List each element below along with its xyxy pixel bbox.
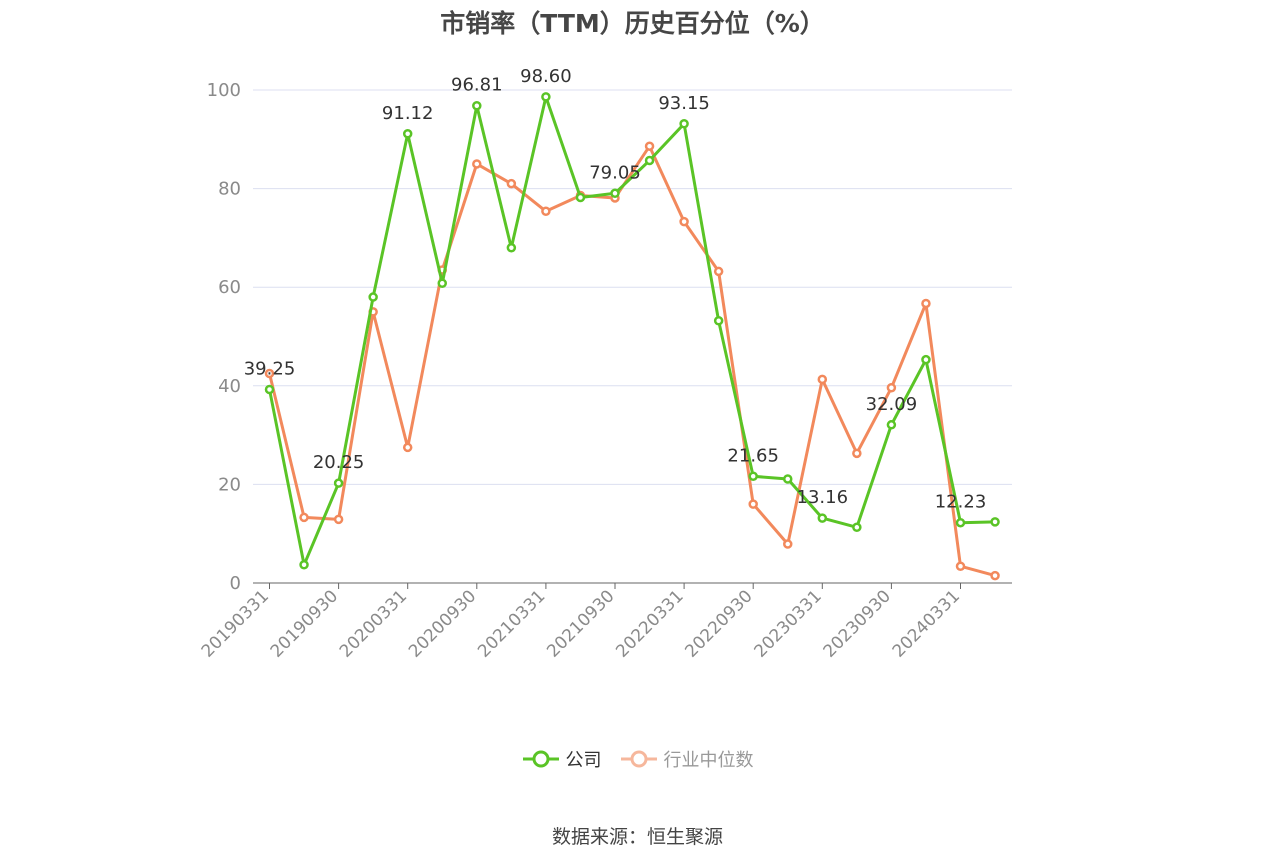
data-label-20190331: 39.25 <box>244 358 296 379</box>
data-label-20240331: 12.23 <box>935 492 987 513</box>
y-tick-label-40: 40 <box>218 376 241 397</box>
x-tick-label-20200331: 20200331 <box>336 586 411 661</box>
point-company-20221231 <box>783 474 793 484</box>
point-industry-20230930 <box>886 383 897 393</box>
x-tick-label-20220930: 20220930 <box>681 586 756 661</box>
point-industry-20200930 <box>472 159 482 169</box>
point-industry-20190331 <box>264 368 275 379</box>
legend-company-marker <box>522 750 559 768</box>
legend-industry-marker <box>620 750 657 768</box>
point-industry-20220630 <box>713 266 724 277</box>
data-label-20210331: 98.60 <box>520 66 572 87</box>
x-tick-label-20220331: 20220331 <box>612 586 687 661</box>
x-tick-label-20230930: 20230930 <box>820 586 895 661</box>
y-tick-label-100: 100 <box>207 80 241 101</box>
line-chart: 0 20 40 60 80 100 2019033120190930202003312020… <box>198 66 1012 662</box>
point-company-20220630 <box>713 315 724 326</box>
point-company-20191231 <box>368 292 378 302</box>
point-industry-20240331 <box>955 561 966 571</box>
data-label-20200930: 96.81 <box>451 75 503 96</box>
point-industry-20200331 <box>402 442 413 453</box>
point-industry-20210331 <box>541 206 551 217</box>
source-note: 数据来源：恒生聚源 <box>551 826 723 848</box>
point-industry-20230630 <box>852 448 862 459</box>
point-company-20190930 <box>333 478 344 488</box>
x-tick-label-20190930: 20190930 <box>267 586 342 661</box>
point-industry-20201231 <box>506 178 517 189</box>
data-label-20230930: 32.09 <box>866 394 918 415</box>
data-label-20220930: 21.65 <box>727 445 779 466</box>
point-industry-20190630 <box>299 512 309 523</box>
point-industry-20230331 <box>817 374 828 385</box>
grid-lines <box>253 89 1012 485</box>
data-label-20200331: 91.12 <box>382 103 434 124</box>
data-label-20220331: 93.15 <box>658 93 710 114</box>
point-industry-20231231 <box>921 298 931 309</box>
point-company-20190331 <box>264 384 275 395</box>
point-company-20200331 <box>402 129 413 139</box>
point-company-20231231 <box>921 354 931 365</box>
point-company-20240331 <box>955 517 966 528</box>
y-tick-label-0: 0 <box>230 573 241 594</box>
y-tick-label-80: 80 <box>218 179 241 200</box>
point-company-20220930 <box>748 471 758 482</box>
point-industry-20220331 <box>679 216 689 227</box>
point-industry-20220930 <box>748 499 758 509</box>
point-company-20210331 <box>541 92 551 102</box>
point-company-20190630 <box>299 560 309 570</box>
legend: 公司 行业中位数 <box>0 746 1275 772</box>
y-tick-label-60: 60 <box>218 277 241 298</box>
legend-company-label: 公司 <box>565 750 602 771</box>
legend-industry-label: 行业中位数 <box>663 750 754 771</box>
point-company-20230930 <box>886 420 897 430</box>
x-tick-label-20210930: 20210930 <box>543 586 618 661</box>
series-line-company <box>268 95 996 567</box>
point-company-20210930 <box>610 188 620 199</box>
point-company-20220331 <box>679 119 689 129</box>
point-company-20240630 <box>990 517 1000 527</box>
data-label-20230331: 13.16 <box>797 487 849 508</box>
point-company-20211231 <box>644 155 655 166</box>
legend-item-industry[interactable]: 行业中位数 <box>620 746 754 772</box>
x-tick-label-20230331: 20230331 <box>751 586 826 661</box>
x-tick-label-20240331: 20240331 <box>889 586 964 661</box>
x-tick-label-20190331: 20190331 <box>198 586 273 661</box>
point-company-20210630 <box>575 192 586 203</box>
point-industry-20240630 <box>990 570 1000 581</box>
point-industry-20221231 <box>783 539 793 549</box>
point-company-20200630 <box>437 278 447 289</box>
x-tick-label-20200930: 20200930 <box>405 586 480 661</box>
point-industry-20190930 <box>333 514 344 525</box>
x-tick-label-20210331: 20210331 <box>474 586 549 661</box>
point-company-20200930 <box>472 100 482 111</box>
data-label-20190930: 20.25 <box>313 452 365 473</box>
point-company-20230630 <box>852 522 862 533</box>
series-lines <box>264 92 1000 581</box>
chart-title: 市销率（TTM）历史百分位（%） <box>440 9 825 38</box>
data-labels: 39.25 20.25 91.12 96.81 98.60 79.05 93.15 21.65… <box>244 66 987 513</box>
legend-item-company[interactable]: 公司 <box>522 746 602 772</box>
point-company-20201231 <box>506 243 517 253</box>
series-line-industry <box>268 144 996 578</box>
data-label-20210930: 79.05 <box>589 162 641 183</box>
y-tick-label-20: 20 <box>218 474 241 495</box>
point-company-20230331 <box>817 513 828 523</box>
point-industry-20211231 <box>644 141 655 151</box>
